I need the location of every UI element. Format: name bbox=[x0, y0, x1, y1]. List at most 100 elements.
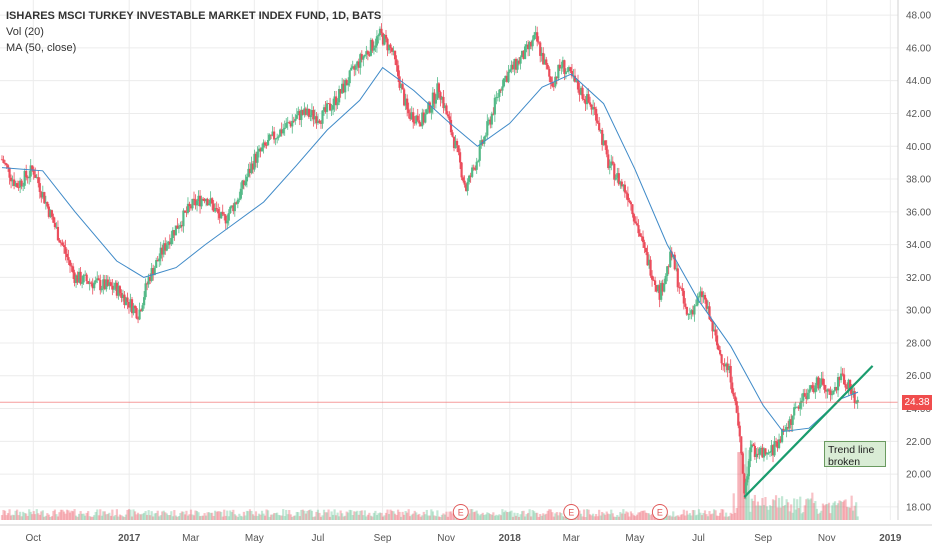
volume-bar bbox=[517, 516, 521, 520]
volume-bar bbox=[484, 514, 487, 520]
volume-bar bbox=[697, 509, 701, 520]
candle-body bbox=[688, 313, 691, 315]
candle-body bbox=[474, 167, 477, 170]
candle-body bbox=[826, 389, 829, 392]
candle-body bbox=[85, 274, 88, 282]
volume-bar bbox=[233, 514, 236, 520]
volume-bar bbox=[333, 509, 336, 520]
volume-bar bbox=[291, 516, 294, 520]
volume-bar bbox=[774, 495, 778, 520]
volume-bar bbox=[780, 496, 784, 520]
volume-bar bbox=[422, 511, 425, 520]
volume-bar bbox=[139, 514, 143, 520]
candle-body bbox=[770, 445, 773, 453]
candle-body bbox=[446, 114, 450, 117]
candle-body bbox=[94, 280, 97, 283]
volume-bar bbox=[486, 512, 489, 520]
volume-bar bbox=[560, 513, 563, 520]
candle-body bbox=[516, 60, 519, 70]
candle-body bbox=[472, 167, 475, 169]
volume-bar bbox=[504, 510, 507, 520]
candle-body bbox=[260, 147, 264, 152]
candle-body bbox=[41, 192, 44, 198]
candle-body bbox=[378, 28, 382, 36]
volume-bar bbox=[404, 511, 407, 520]
candle-body bbox=[617, 173, 620, 185]
volume-bar bbox=[782, 505, 785, 520]
candle-body bbox=[253, 153, 256, 170]
volume-legend[interactable]: Vol (20) bbox=[6, 26, 44, 38]
candle-body bbox=[599, 130, 602, 131]
earnings-marker[interactable] bbox=[651, 504, 668, 520]
volume-bar bbox=[363, 510, 366, 520]
volume-bar bbox=[206, 512, 209, 520]
y-tick-label: 48.00 bbox=[906, 11, 931, 22]
candle-body bbox=[65, 253, 69, 258]
volume-bar bbox=[519, 514, 522, 520]
volume-bar bbox=[153, 513, 156, 520]
y-tick-label: 36.00 bbox=[906, 207, 931, 218]
volume-bar bbox=[67, 510, 70, 520]
ma-legend[interactable]: MA (50, close) bbox=[6, 42, 77, 54]
volume-bar bbox=[165, 513, 168, 520]
candle-body bbox=[734, 396, 737, 402]
volume-bar bbox=[335, 515, 338, 520]
earnings-marker[interactable] bbox=[563, 504, 580, 520]
volume-bar bbox=[400, 516, 403, 520]
candle-body bbox=[123, 294, 126, 305]
trend-annotation[interactable]: Trend line broken bbox=[824, 441, 886, 468]
volume-bar bbox=[533, 511, 536, 520]
candle-body bbox=[629, 202, 633, 205]
volume-bar bbox=[440, 514, 444, 520]
candle-body bbox=[389, 44, 392, 49]
candle-body bbox=[626, 193, 629, 201]
candle-body bbox=[762, 448, 766, 458]
y-tick-label: 20.00 bbox=[906, 470, 931, 481]
candle-body bbox=[817, 377, 820, 389]
volume-bar bbox=[527, 512, 530, 520]
candle-body bbox=[90, 282, 93, 284]
volume-bar bbox=[292, 515, 295, 520]
volume-bar bbox=[307, 510, 310, 520]
candle-body bbox=[31, 165, 34, 170]
volume-bar bbox=[699, 512, 702, 520]
candle-body bbox=[691, 310, 694, 315]
candle-body bbox=[46, 201, 49, 207]
candle-body bbox=[501, 86, 504, 91]
volume-bar bbox=[274, 513, 277, 520]
candle-body bbox=[271, 131, 274, 136]
volume-bar bbox=[827, 502, 831, 520]
volume-bar bbox=[546, 510, 549, 520]
volume-bar bbox=[194, 510, 197, 520]
y-tick-label: 40.00 bbox=[906, 142, 931, 153]
candle-body bbox=[823, 384, 826, 390]
volume-bar bbox=[224, 515, 227, 520]
candle-body bbox=[780, 429, 784, 443]
volume-bar bbox=[610, 509, 613, 520]
volume-bar bbox=[508, 511, 512, 520]
candle-body bbox=[847, 379, 850, 389]
volume-bar bbox=[208, 512, 211, 520]
candle-body bbox=[342, 83, 345, 93]
candle-body bbox=[215, 207, 218, 210]
candle-body bbox=[768, 452, 772, 453]
earnings-marker[interactable] bbox=[452, 504, 469, 520]
candle-body bbox=[3, 162, 7, 164]
volume-bar bbox=[800, 513, 803, 520]
volume-bar bbox=[728, 516, 731, 520]
volume-bar bbox=[84, 515, 87, 520]
volume-bar bbox=[548, 509, 551, 520]
candle-body bbox=[183, 210, 187, 213]
candle-body bbox=[206, 198, 209, 206]
candle-body bbox=[782, 429, 785, 431]
candle-body bbox=[468, 175, 471, 182]
candles bbox=[0, 23, 859, 500]
candle-body bbox=[489, 119, 492, 125]
candle-body bbox=[445, 105, 448, 115]
candle-body bbox=[339, 89, 342, 94]
volume-bar bbox=[635, 514, 639, 520]
volume-bar bbox=[799, 496, 802, 520]
volume-bar bbox=[389, 509, 392, 520]
y-tick-label: 46.00 bbox=[906, 43, 931, 54]
